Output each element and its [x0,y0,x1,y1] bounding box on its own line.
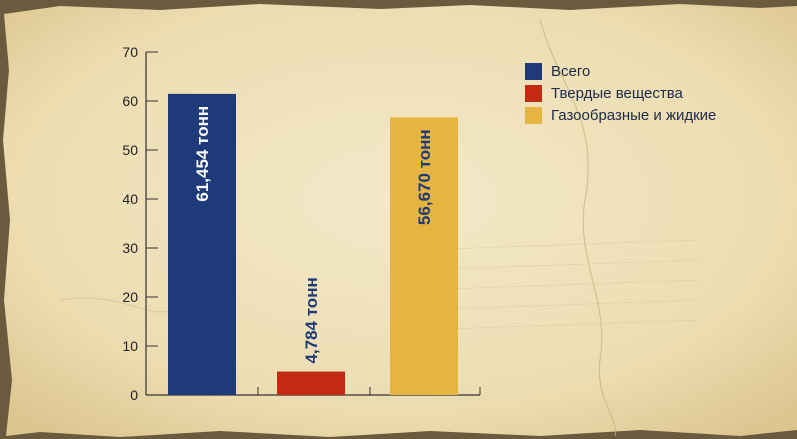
bar-data-labels: 61,454 тонн 4,784 тонн 56,670 тонн [193,106,434,364]
bar-data-label: 4,784 тонн [302,277,321,363]
y-tick-label: 60 [122,93,138,109]
bar-data-label: 56,670 тонн [415,129,434,225]
bar-data-label: 61,454 тонн [193,106,212,202]
legend-swatch [525,106,542,124]
y-tick-label: 10 [122,338,138,354]
faint-ledger-lines [419,239,701,331]
legend-swatch [525,84,542,102]
legend: Всего Твердые вещества Газообразные и жи… [525,60,716,126]
paper-crease [539,19,617,437]
bar [390,117,458,395]
paper-crease [59,297,171,313]
legend-item: Газообразные и жидкие [525,104,716,126]
y-tick-label: 40 [122,191,138,207]
y-tick-label: 50 [122,142,138,158]
y-tick-label: 30 [122,240,138,256]
legend-item: Всего [525,60,716,82]
bars [168,93,458,395]
legend-label: Твердые вещества [551,84,683,102]
y-tick-label: 20 [122,289,138,305]
bar [277,371,345,395]
y-tick-label: 70 [122,44,138,60]
bar [168,93,236,395]
y-tick-label: 0 [130,387,138,403]
legend-swatch [525,62,542,80]
legend-label: Всего [551,62,591,80]
legend-label: Газообразные и жидкие [551,106,717,124]
legend-item: Твердые вещества [525,82,716,104]
